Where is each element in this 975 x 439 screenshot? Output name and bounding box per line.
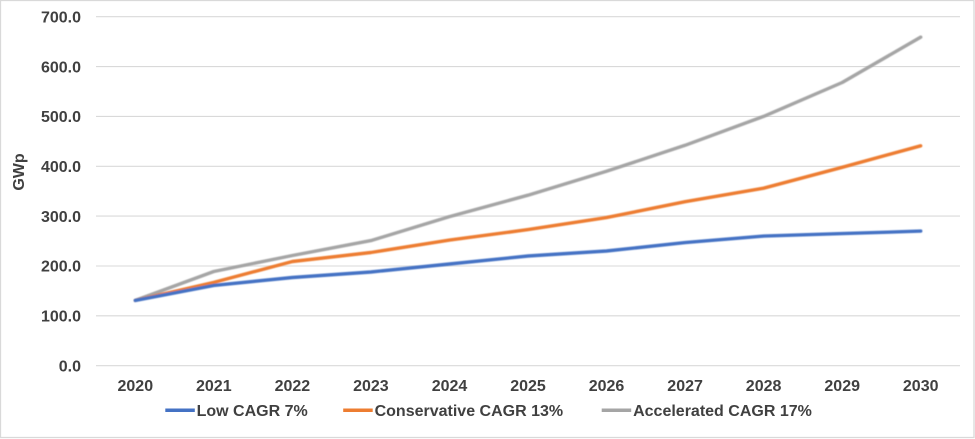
svg-text:2022: 2022 (275, 378, 311, 395)
svg-text:2024: 2024 (432, 378, 468, 395)
svg-text:2021: 2021 (196, 378, 232, 395)
svg-text:Low CAGR 7%: Low CAGR 7% (197, 403, 308, 420)
svg-text:2023: 2023 (353, 378, 389, 395)
svg-text:0.0: 0.0 (59, 358, 81, 375)
svg-text:2026: 2026 (589, 378, 625, 395)
svg-text:2020: 2020 (118, 378, 154, 395)
svg-text:300.0: 300.0 (41, 209, 81, 226)
svg-text:100.0: 100.0 (41, 309, 81, 326)
svg-text:2027: 2027 (667, 378, 703, 395)
svg-text:GWp: GWp (11, 153, 28, 191)
svg-text:700.0: 700.0 (41, 9, 81, 26)
svg-text:400.0: 400.0 (41, 159, 81, 176)
svg-text:500.0: 500.0 (41, 109, 81, 126)
svg-text:Conservative CAGR 13%: Conservative CAGR 13% (375, 403, 564, 420)
svg-text:2029: 2029 (824, 378, 860, 395)
svg-text:600.0: 600.0 (41, 59, 81, 76)
svg-text:2030: 2030 (903, 378, 939, 395)
svg-text:Accelerated CAGR 17%: Accelerated CAGR 17% (633, 403, 812, 420)
svg-text:200.0: 200.0 (41, 259, 81, 276)
svg-text:2028: 2028 (746, 378, 782, 395)
svg-text:2025: 2025 (510, 378, 546, 395)
